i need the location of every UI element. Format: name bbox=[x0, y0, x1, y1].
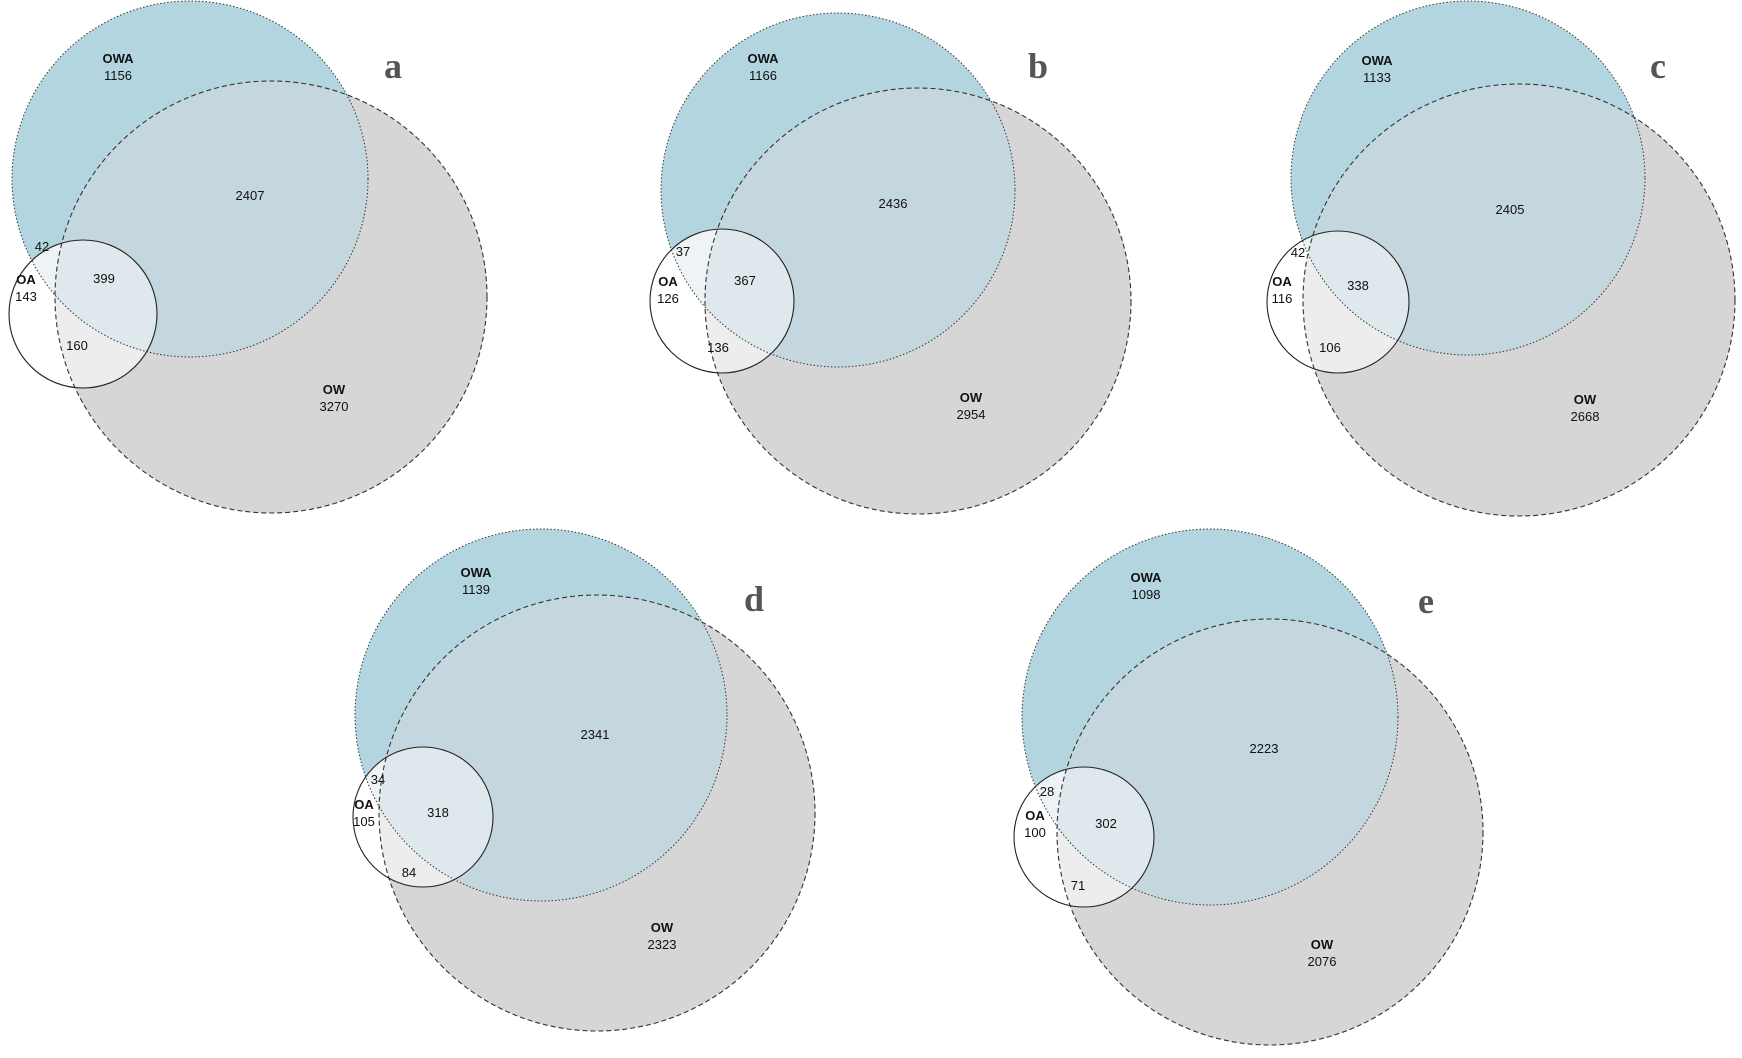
panel-letter: e bbox=[1418, 581, 1434, 621]
ow-only-count: 2954 bbox=[957, 407, 986, 422]
owa-ow-overlap bbox=[55, 81, 368, 357]
ow-label: OW bbox=[1574, 392, 1597, 407]
oa-owa-ow-count: 302 bbox=[1095, 816, 1117, 831]
oa-ow-count: 160 bbox=[66, 338, 88, 353]
owa-label: OWA bbox=[1361, 53, 1393, 68]
oa-only-count: 105 bbox=[353, 814, 375, 829]
oa-outline bbox=[649, 228, 795, 374]
oa-owa-count: 37 bbox=[676, 244, 690, 259]
oa-outline bbox=[352, 746, 494, 888]
owa-only-count: 1156 bbox=[104, 68, 132, 83]
venn-panel-b: OWA 1166 2436 OW 2954 OA 126 37 367 136 b bbox=[649, 12, 1132, 515]
ow-outline bbox=[704, 87, 1132, 515]
ow-label: OW bbox=[960, 390, 983, 405]
owa-label: OWA bbox=[1130, 570, 1162, 585]
ow-label: OW bbox=[323, 382, 346, 397]
ow-only-count: 2323 bbox=[648, 937, 677, 952]
oa-label: OA bbox=[1025, 808, 1045, 823]
owa-ow-count: 2223 bbox=[1250, 741, 1279, 756]
oa-label: OA bbox=[354, 797, 374, 812]
panel-letter: d bbox=[744, 579, 764, 619]
oa-label: OA bbox=[16, 272, 36, 287]
owa-outline bbox=[1290, 0, 1646, 356]
owa-outline bbox=[1021, 528, 1399, 906]
oa-outline bbox=[1266, 230, 1410, 374]
oa-outline bbox=[8, 239, 158, 389]
oa-label: OA bbox=[1272, 274, 1292, 289]
owa-outline bbox=[660, 12, 1016, 368]
owa-only-count: 1166 bbox=[749, 68, 777, 83]
ow-label: OW bbox=[1311, 937, 1334, 952]
oa-owa-ow-overlap bbox=[1057, 767, 1154, 905]
owa-ow-overlap bbox=[1303, 84, 1645, 355]
panel-letter: b bbox=[1028, 46, 1048, 86]
owa-ow-count: 2407 bbox=[236, 188, 265, 203]
owa-ow-overlap bbox=[705, 88, 1015, 367]
ow-only-count: 2668 bbox=[1571, 409, 1600, 424]
owa-label: OWA bbox=[460, 565, 492, 580]
panel-letter: a bbox=[384, 46, 402, 86]
oa-only-count: 116 bbox=[1272, 291, 1293, 306]
ow-label: OW bbox=[651, 920, 674, 935]
oa-ow-count: 136 bbox=[707, 340, 729, 355]
owa-ow-overlap bbox=[1057, 619, 1398, 905]
panel-letter: c bbox=[1650, 46, 1666, 86]
owa-only-count: 1098 bbox=[1132, 587, 1161, 602]
owa-only-count: 1133 bbox=[1363, 70, 1391, 85]
oa-owa-count: 34 bbox=[371, 772, 385, 787]
owa-outline bbox=[354, 528, 728, 902]
owa-ow-count: 2436 bbox=[879, 196, 908, 211]
ow-outline bbox=[1056, 618, 1484, 1046]
owa-ow-count: 2405 bbox=[1496, 202, 1525, 217]
oa-outline bbox=[1013, 766, 1155, 908]
oa-ow-count: 106 bbox=[1319, 340, 1341, 355]
oa-owa-ow-overlap bbox=[705, 229, 794, 367]
owa-ow-count: 2341 bbox=[581, 727, 610, 742]
oa-owa-ow-count: 338 bbox=[1347, 278, 1369, 293]
oa-label: OA bbox=[658, 274, 678, 289]
oa-only-count: 100 bbox=[1024, 825, 1046, 840]
oa-owa-count: 28 bbox=[1040, 784, 1054, 799]
owa-label: OWA bbox=[747, 51, 779, 66]
oa-ow-count: 71 bbox=[1071, 878, 1085, 893]
oa-ow-count: 84 bbox=[402, 865, 416, 880]
venn-panel-c: OWA 1133 2405 OW 2668 OA 116 42 338 106 c bbox=[1266, 0, 1736, 517]
venn-panel-a: OWA 1156 2407 OW 3270 OA 143 42 399 160 a bbox=[8, 0, 488, 514]
ow-outline bbox=[54, 80, 488, 514]
ow-only-count: 2076 bbox=[1308, 954, 1337, 969]
owa-outline bbox=[11, 0, 369, 358]
ow-outline bbox=[1302, 83, 1736, 517]
oa-owa-count: 42 bbox=[35, 239, 49, 254]
oa-only-count: 126 bbox=[657, 291, 679, 306]
ow-outline bbox=[378, 594, 816, 1032]
venn-panel-d: OWA 1139 2341 OW 2323 OA 105 34 318 84 d bbox=[352, 528, 816, 1032]
oa-owa-count: 42 bbox=[1291, 245, 1305, 260]
owa-ow-overlap bbox=[379, 595, 727, 901]
owa-only-count: 1139 bbox=[462, 582, 490, 597]
oa-owa-ow-count: 399 bbox=[93, 271, 115, 286]
venn-panel-e: OWA 1098 2223 OW 2076 OA 100 28 302 71 e bbox=[1013, 528, 1484, 1046]
oa-owa-ow-count: 318 bbox=[427, 805, 449, 820]
oa-owa-ow-count: 367 bbox=[734, 273, 756, 288]
oa-only-count: 143 bbox=[15, 289, 37, 304]
owa-label: OWA bbox=[102, 51, 134, 66]
ow-only-count: 3270 bbox=[320, 399, 349, 414]
